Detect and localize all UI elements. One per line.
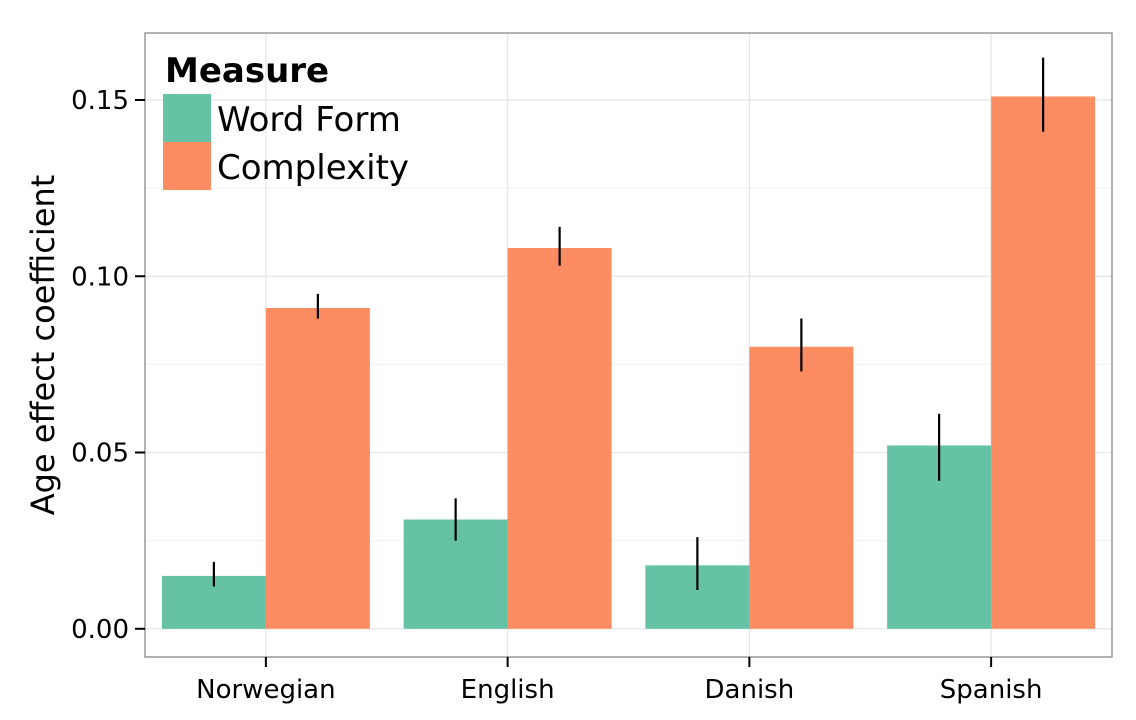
- x-tick-label: English: [461, 675, 555, 705]
- y-tick-label: 0.10: [71, 262, 129, 292]
- error-bars-layer: [212, 57, 1045, 591]
- bar: [991, 96, 1096, 629]
- legend-key: [163, 142, 211, 190]
- bar: [265, 307, 370, 629]
- legend-key: [163, 94, 211, 142]
- y-axis-title: Age effect coefficient: [24, 175, 62, 516]
- x-axis: Norwegian English Danish Spanish: [196, 657, 1042, 705]
- legend-label: Complexity: [217, 148, 409, 188]
- legend-label: Word Form: [217, 100, 401, 140]
- legend-title: Measure: [165, 51, 329, 91]
- bar: [749, 346, 854, 629]
- y-tick-label: 0.15: [71, 86, 129, 116]
- y-tick-label: 0.05: [71, 439, 129, 469]
- bars-layer: [161, 96, 1096, 629]
- plot-panel-border: [144, 32, 1113, 658]
- x-tick-label: Danish: [705, 675, 795, 705]
- y-tick-label: 0.00: [71, 615, 129, 645]
- x-tick-label: Norwegian: [196, 675, 335, 705]
- x-tick-label: Spanish: [940, 675, 1043, 705]
- legend: Measure Word Form Complexity: [163, 51, 409, 190]
- y-axis: 0.00 0.05 0.10 0.15: [71, 86, 145, 645]
- bar: [507, 248, 612, 629]
